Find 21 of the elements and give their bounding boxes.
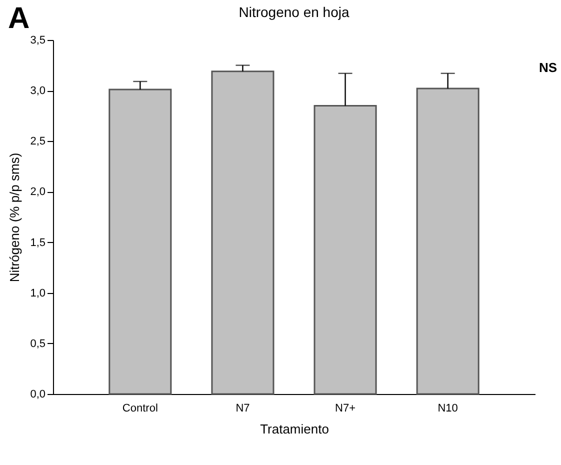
bar: [108, 88, 172, 395]
y-tick-label: 1,5: [30, 236, 46, 249]
x-tick-label: Control: [122, 402, 158, 414]
bar: [314, 104, 377, 395]
x-tick-label: N7: [236, 402, 250, 414]
bar: [211, 70, 274, 395]
y-axis-title: Nitrógeno (% p/p sms): [7, 152, 22, 282]
y-tick-label: 2,0: [30, 186, 46, 198]
y-tick-label: 3,5: [30, 34, 46, 46]
x-axis-title: Tratamiento: [260, 422, 329, 436]
text: A: [8, 2, 30, 36]
text: NS: [538, 60, 557, 75]
y-tick-label: 1,0: [30, 287, 46, 300]
y-tick-label: 0,0: [30, 388, 46, 400]
x-tick-label: N7+: [335, 402, 356, 414]
bar: [416, 88, 480, 395]
chart-title: Nitrogeno en hoja: [238, 4, 350, 20]
x-tick-label: N10: [438, 402, 458, 414]
y-tick-label: 0,5: [30, 338, 46, 350]
y-tick-label: 2,5: [30, 136, 46, 148]
y-tick-label: 3,0: [30, 85, 46, 98]
